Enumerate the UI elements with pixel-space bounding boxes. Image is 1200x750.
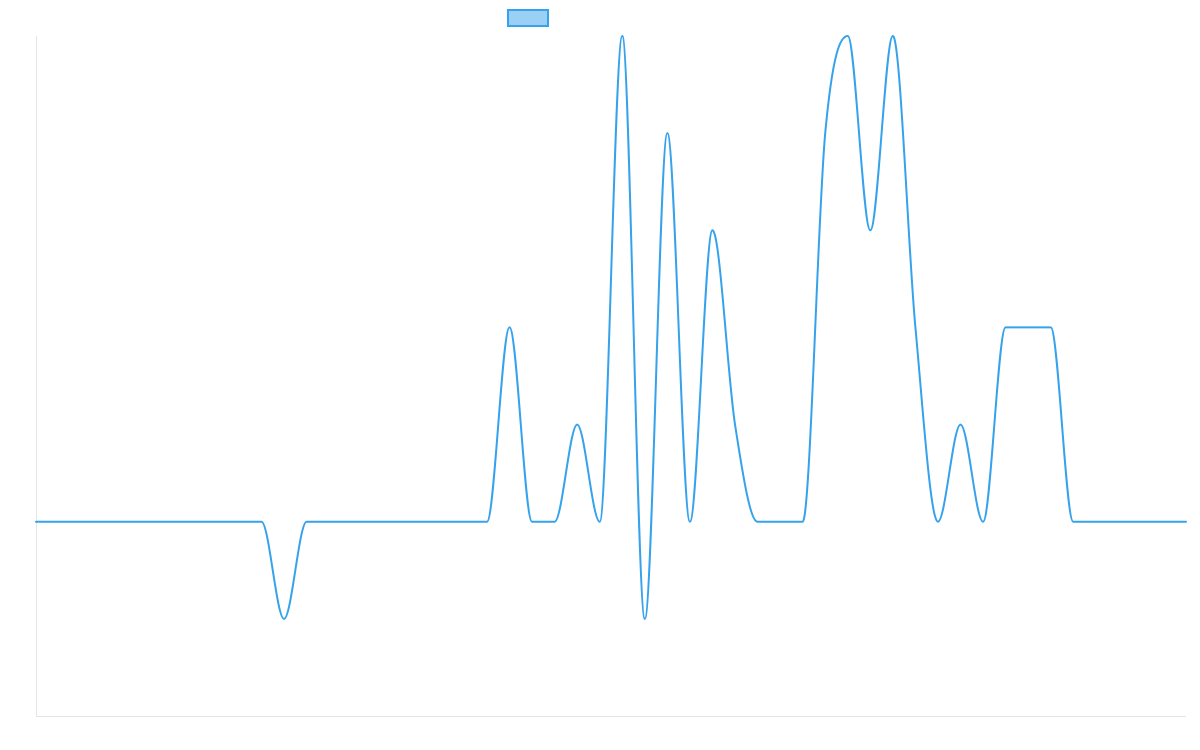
legend[interactable] — [507, 9, 549, 27]
series-layer — [35, 35, 1187, 620]
legend-swatch-series-1[interactable] — [507, 9, 549, 27]
series-line — [35, 35, 1187, 620]
axes — [36, 36, 1186, 717]
